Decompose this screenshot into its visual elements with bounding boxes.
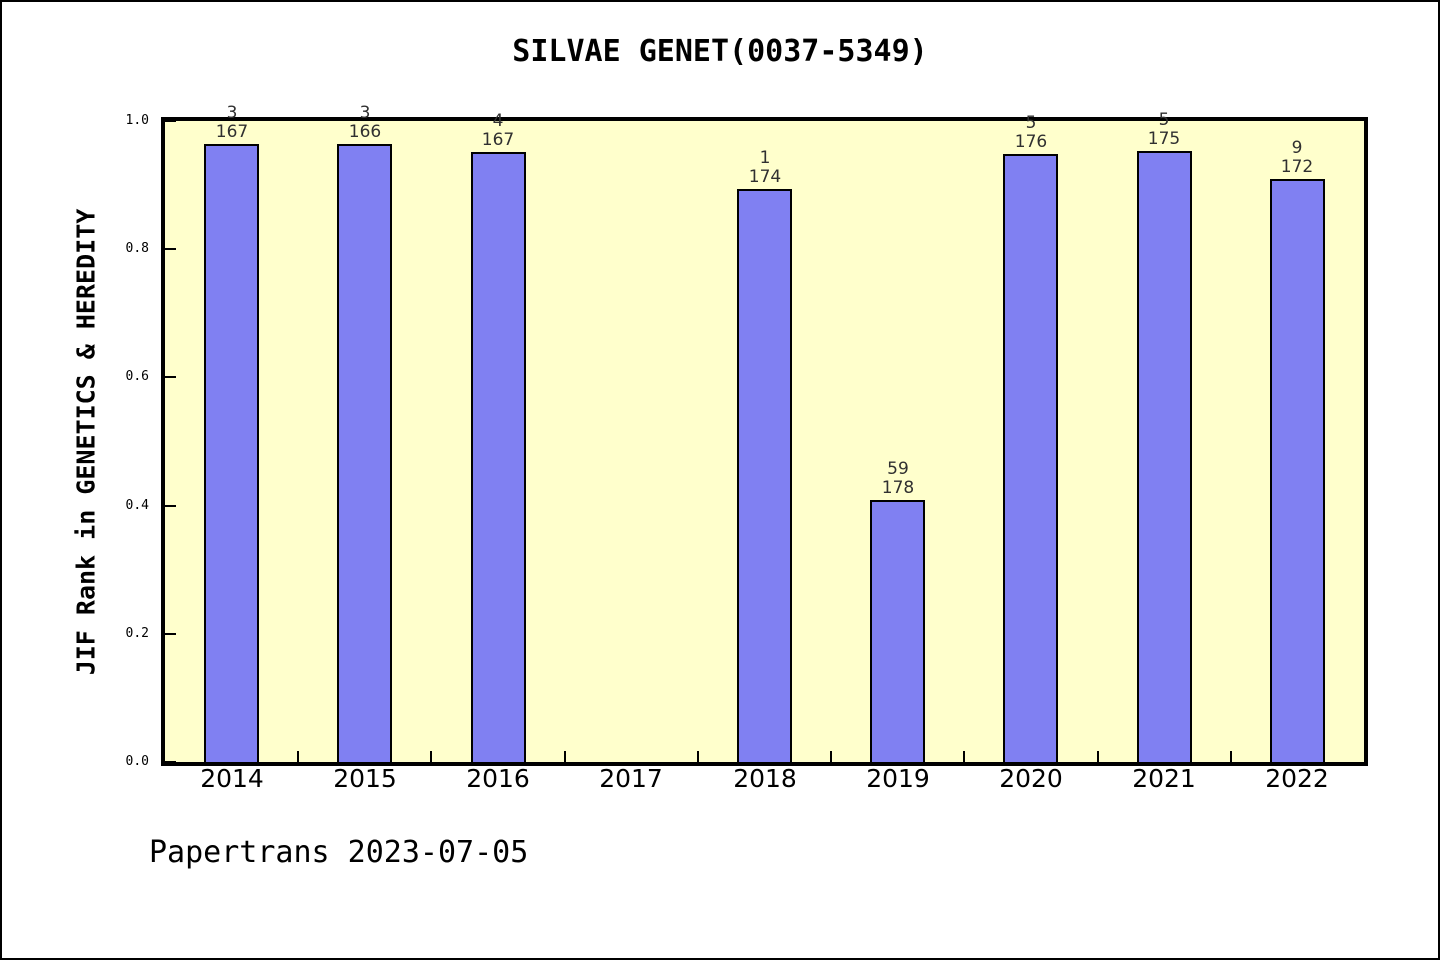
bar-total-value: 174 xyxy=(748,167,782,187)
bar-rank-value: 1 xyxy=(759,148,771,168)
x-tick-label-2017: 2017 xyxy=(599,764,663,793)
bar-total-value: 176 xyxy=(1014,132,1048,152)
y-tick-mark xyxy=(165,761,176,763)
bar-rank-value: 3 xyxy=(226,103,238,123)
x-tick-mark xyxy=(963,751,966,762)
x-tick-mark xyxy=(1096,751,1099,762)
bar-rank-value: 3 xyxy=(359,103,371,123)
bar-value-label-2018: 1 174 xyxy=(705,149,825,187)
bar-rank-value: 59 xyxy=(887,459,909,479)
footer-watermark: Papertrans 2023-07-05 xyxy=(149,835,529,870)
y-tick-mark xyxy=(165,248,176,251)
x-tick-mark xyxy=(563,751,566,762)
bar-2015 xyxy=(337,144,392,762)
x-tick-mark xyxy=(830,751,833,762)
x-tick-mark xyxy=(297,751,300,762)
bar-value-label-2014: 3 167 xyxy=(172,104,292,142)
x-tick-label-2015: 2015 xyxy=(333,764,397,793)
x-tick-label-2018: 2018 xyxy=(733,764,797,793)
bar-total-value: 175 xyxy=(1147,129,1181,149)
bar-total-value: 166 xyxy=(348,122,382,142)
bar-2014 xyxy=(204,144,259,762)
x-tick-mark xyxy=(430,751,433,762)
x-tick-label-2021: 2021 xyxy=(1132,764,1196,793)
bar-total-value: 167 xyxy=(215,122,249,142)
x-tick-label-2019: 2019 xyxy=(866,764,930,793)
x-tick-label-2022: 2022 xyxy=(1265,764,1329,793)
x-tick-mark xyxy=(1229,751,1232,762)
y-tick-mark xyxy=(165,504,176,507)
bar-value-label-2015: 3 166 xyxy=(305,104,425,142)
bar-2021 xyxy=(1137,151,1192,762)
y-tick-label: 0.8 xyxy=(125,241,149,257)
bar-2022 xyxy=(1270,179,1325,762)
y-tick-mark xyxy=(165,120,176,122)
bar-total-value: 172 xyxy=(1280,157,1314,177)
plot-area: 3 167 3 166 4 167 1 174 59 178 5 176 5 175 9 172 xyxy=(161,104,1368,766)
x-tick-label-2016: 2016 xyxy=(466,764,530,793)
x-tick-mark xyxy=(696,751,699,762)
bar-2019 xyxy=(870,500,925,762)
x-tick-label-2020: 2020 xyxy=(999,764,1063,793)
y-tick-label: 0.0 xyxy=(125,754,149,769)
bar-value-label-2022: 9 172 xyxy=(1237,139,1357,177)
bar-value-label-2016: 4 167 xyxy=(438,112,558,150)
y-tick-mark xyxy=(165,632,176,635)
bar-rank-value: 9 xyxy=(1291,138,1303,158)
x-tick-label-2014: 2014 xyxy=(200,764,264,793)
bar-2018 xyxy=(737,189,792,762)
y-tick-label: 1.0 xyxy=(125,113,149,128)
y-tick-label: 0.4 xyxy=(125,497,149,513)
bar-rank-value: 4 xyxy=(492,111,504,131)
y-tick-mark xyxy=(165,376,176,379)
bar-value-label-2020: 5 176 xyxy=(971,114,1091,152)
bar-value-label-2021: 5 175 xyxy=(1104,111,1224,149)
bar-rank-value: 5 xyxy=(1025,113,1037,133)
chart-title: SILVAE GENET(0037-5349) xyxy=(512,34,928,69)
bar-rank-value: 5 xyxy=(1158,110,1170,130)
y-tick-label: 0.2 xyxy=(125,625,149,641)
bar-total-value: 178 xyxy=(881,478,915,498)
bar-value-label-2019: 59 178 xyxy=(838,460,958,498)
bar-total-value: 167 xyxy=(481,130,515,150)
bar-2020 xyxy=(1003,154,1058,762)
bar-2016 xyxy=(471,152,526,762)
x-axis-tick-labels: 2014 2015 2016 2017 2018 2019 2020 2021 2022 xyxy=(165,764,1364,800)
y-tick-label: 0.6 xyxy=(125,369,149,385)
y-axis-tick-labels: 0.0 0.2 0.4 0.6 0.8 1.0 xyxy=(2,113,155,769)
